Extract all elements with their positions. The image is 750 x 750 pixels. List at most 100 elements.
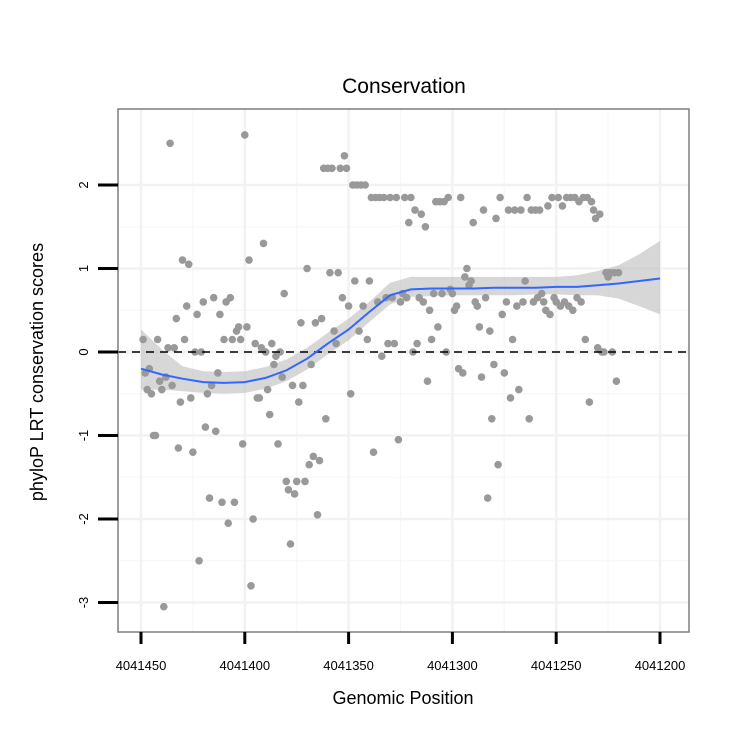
data-point	[539, 298, 548, 306]
data-point	[151, 431, 160, 440]
data-point	[220, 335, 228, 344]
y-axis-tick-label: -3	[76, 597, 91, 609]
y-axis-title: phyloP LRT conservation scores	[27, 243, 47, 501]
data-point	[496, 193, 504, 202]
data-point	[342, 164, 351, 173]
data-point	[386, 193, 394, 202]
data-point	[456, 193, 465, 202]
x-axis-tick-label: 4041350	[323, 658, 374, 673]
data-point	[255, 394, 264, 402]
data-point	[494, 460, 502, 469]
data-point	[384, 339, 392, 348]
data-point	[338, 293, 347, 302]
data-point	[427, 335, 436, 344]
data-point	[519, 298, 527, 306]
data-point	[419, 298, 428, 306]
data-point	[330, 327, 338, 335]
data-point	[290, 490, 299, 498]
data-point	[535, 206, 544, 214]
data-point	[313, 511, 322, 519]
data-point	[612, 377, 621, 386]
x-axis-title: Genomic Position	[332, 688, 473, 708]
data-point	[473, 302, 482, 310]
data-point	[189, 448, 197, 457]
data-point	[417, 210, 426, 218]
data-point	[284, 486, 293, 494]
data-point	[270, 360, 278, 369]
data-point	[475, 323, 484, 331]
data-point	[544, 202, 552, 210]
x-axis-tick-label: 4041250	[531, 658, 582, 673]
data-point	[184, 260, 193, 269]
data-point	[332, 339, 340, 348]
data-point	[400, 193, 409, 202]
data-point	[226, 293, 235, 302]
x-axis: 4041450 4041400 4041350 4041300 4041250 40412…	[116, 632, 685, 673]
data-point	[234, 323, 243, 331]
data-point	[413, 339, 421, 348]
data-point	[209, 293, 218, 302]
data-point	[361, 181, 370, 189]
data-point	[444, 193, 453, 202]
data-point	[508, 335, 517, 344]
confidence-ribbon-layer	[141, 240, 660, 394]
data-point	[498, 310, 507, 319]
data-point	[158, 385, 166, 394]
data-point	[486, 327, 494, 335]
data-point	[359, 302, 367, 310]
grid	[118, 109, 689, 632]
chart-title: Conservation	[342, 75, 466, 98]
data-point	[548, 193, 556, 202]
y-axis-tick-label: -2	[76, 513, 91, 525]
data-point	[241, 131, 249, 139]
data-point	[286, 540, 295, 548]
data-point	[176, 398, 185, 406]
data-point	[500, 369, 509, 377]
data-point	[488, 415, 496, 423]
data-point	[459, 369, 467, 377]
data-point	[317, 314, 326, 323]
confidence-ribbon	[141, 240, 660, 394]
data-point	[558, 202, 567, 210]
data-point	[577, 298, 585, 306]
data-point	[288, 381, 297, 390]
data-point	[365, 277, 374, 285]
data-point	[170, 344, 178, 352]
data-point	[336, 164, 345, 173]
data-point	[515, 385, 523, 394]
data-point	[334, 268, 343, 277]
data-point	[303, 264, 311, 273]
y-axis-tick-label: -1	[76, 430, 91, 442]
data-point	[587, 197, 596, 206]
smooth-trend-line	[140, 277, 661, 384]
data-point	[311, 319, 320, 327]
data-point	[207, 381, 216, 390]
data-point	[315, 456, 324, 465]
data-point	[259, 239, 268, 248]
data-point	[251, 339, 259, 348]
y-axis-tick-label: 2	[76, 181, 91, 188]
data-point	[405, 218, 413, 227]
data-point	[521, 277, 529, 285]
x-axis-tick-label: 4041450	[116, 658, 167, 673]
data-point	[344, 302, 353, 310]
data-point	[205, 494, 214, 502]
data-point	[438, 289, 446, 298]
data-point	[178, 256, 187, 264]
points-layer	[139, 131, 623, 611]
data-point	[513, 302, 521, 310]
data-point	[274, 440, 282, 448]
data-point	[301, 477, 309, 486]
data-point	[355, 327, 363, 335]
data-point	[245, 256, 253, 264]
y-axis: -3 -2 -1 0 1 2	[76, 181, 118, 608]
data-point	[211, 427, 220, 436]
data-point	[523, 193, 531, 202]
data-point	[407, 193, 415, 202]
data-point	[340, 152, 349, 160]
data-point	[249, 515, 257, 523]
data-point	[203, 390, 212, 398]
data-point	[581, 335, 590, 344]
data-point	[282, 477, 291, 486]
